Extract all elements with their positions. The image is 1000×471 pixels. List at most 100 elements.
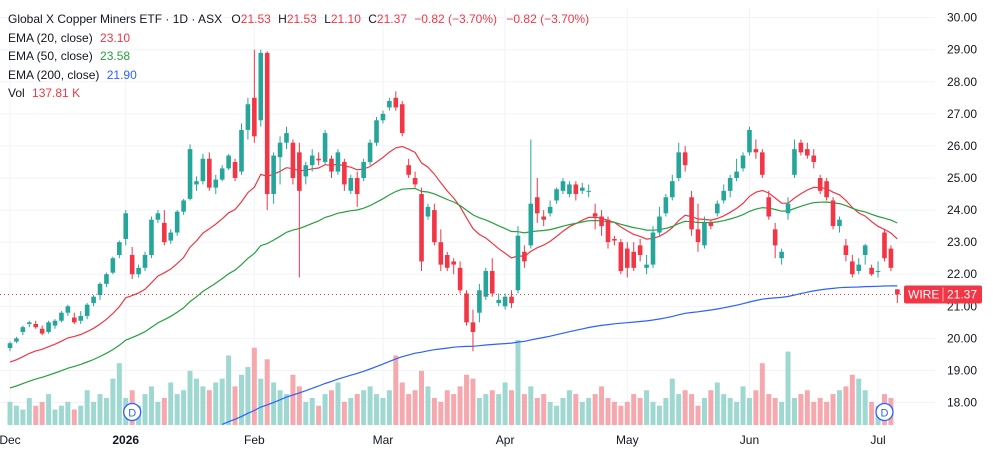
volume-bar xyxy=(470,378,476,425)
volume-bar xyxy=(521,394,527,425)
candle-body xyxy=(798,142,804,153)
x-tick-label: Jul xyxy=(870,433,885,447)
candle-body xyxy=(271,155,276,195)
candle-body xyxy=(425,206,431,217)
legend-volume[interactable]: Vol 137.81 K xyxy=(8,84,589,103)
candle-body xyxy=(451,261,456,265)
candle-body xyxy=(695,229,701,243)
candle-body xyxy=(342,161,347,185)
legend-ema200[interactable]: EMA (200, close) 21.90 xyxy=(8,66,589,85)
volume-bar xyxy=(740,386,746,425)
candle-body xyxy=(129,254,135,275)
candle-body xyxy=(361,161,366,179)
ema20-value: 23.10 xyxy=(100,30,131,45)
volume-bar xyxy=(592,394,598,425)
volume-bar xyxy=(181,390,187,425)
x-tick-label: Apr xyxy=(496,433,515,447)
candle-body xyxy=(760,152,765,175)
candle-body xyxy=(72,317,77,323)
candle-body xyxy=(123,213,129,239)
volume-bar xyxy=(509,390,515,425)
candle-body xyxy=(753,149,759,153)
volume-bar xyxy=(457,386,463,425)
candle-body xyxy=(856,264,862,272)
candle-body xyxy=(46,322,51,332)
volume-bar xyxy=(309,397,315,425)
volume-bar xyxy=(200,386,206,425)
candle-body xyxy=(721,190,727,201)
volume-bar xyxy=(695,405,701,425)
candle-body xyxy=(245,104,251,130)
dividend-marker[interactable]: D xyxy=(875,402,894,422)
legend-ema20[interactable]: EMA (20, close) 23.10 xyxy=(8,29,589,48)
volume-bar xyxy=(669,378,675,425)
candle-body xyxy=(650,232,656,265)
candle-body xyxy=(676,152,682,179)
ema50-line xyxy=(9,187,898,389)
candle-body xyxy=(599,216,604,227)
volume-bar xyxy=(91,401,97,425)
volume-bar xyxy=(251,347,257,425)
y-tick-label: 19.00 xyxy=(947,363,977,377)
candle-body xyxy=(367,142,373,162)
volume-bar xyxy=(380,397,386,425)
candle-body xyxy=(142,254,148,268)
volume-bar xyxy=(341,401,347,425)
volume-bar xyxy=(110,378,116,425)
candle-body xyxy=(837,219,842,227)
volume-bar xyxy=(168,382,174,425)
candle-body xyxy=(226,155,231,169)
volume-bar xyxy=(97,394,103,425)
y-tick-label: 24.00 xyxy=(947,203,977,217)
y-tick-label: 27.00 xyxy=(947,107,977,121)
candle-body xyxy=(888,248,894,268)
candle-body xyxy=(110,258,116,273)
candle-body xyxy=(335,152,341,172)
volume-bar xyxy=(502,382,508,425)
candle-body xyxy=(682,152,688,166)
volume-bar xyxy=(406,394,412,425)
x-tick-label: 2026 xyxy=(112,433,139,447)
volume-bar xyxy=(451,394,457,425)
volume-bar xyxy=(412,390,418,425)
candle-body xyxy=(586,190,591,192)
candle-body xyxy=(560,181,566,191)
candle-body xyxy=(618,242,624,272)
candle-body xyxy=(162,222,167,243)
volume-bar xyxy=(560,397,566,425)
candle-body xyxy=(20,327,26,332)
volume-bar xyxy=(663,397,669,425)
candle-body xyxy=(605,219,611,243)
price-tag-ticker: WIRE xyxy=(908,287,939,301)
x-tick-label: Feb xyxy=(244,433,265,447)
volume-bar xyxy=(329,390,334,425)
dividend-marker-label: D xyxy=(881,408,889,420)
volume-bar xyxy=(811,401,817,425)
candle-body xyxy=(612,238,617,241)
volume-bar xyxy=(599,386,605,425)
y-tick-label: 29.00 xyxy=(947,43,977,57)
candle-body xyxy=(489,271,495,294)
volume-bar xyxy=(772,397,778,425)
dividend-marker[interactable]: D xyxy=(123,402,142,422)
volume-bar xyxy=(605,397,611,425)
candle-body xyxy=(277,142,283,158)
last-price-tag[interactable]: WIRE 21.37 xyxy=(904,285,982,304)
volume-bar xyxy=(399,382,405,425)
candle-body xyxy=(155,213,161,220)
candle-body xyxy=(824,181,829,198)
candle-body xyxy=(78,315,84,321)
volume-bar xyxy=(419,370,425,425)
volume-bar xyxy=(39,401,45,425)
candle-body xyxy=(644,264,649,268)
change-value: −0.82 (−3.70%) xyxy=(414,12,498,26)
legend-ema50[interactable]: EMA (50, close) 23.58 xyxy=(8,47,589,66)
candle-body xyxy=(882,232,887,259)
candlesticks xyxy=(7,49,900,352)
volume-bar xyxy=(817,397,823,425)
volume-bar xyxy=(798,394,804,425)
volume-bar xyxy=(714,382,720,425)
candle-body xyxy=(740,155,746,169)
candle-body xyxy=(669,181,675,198)
